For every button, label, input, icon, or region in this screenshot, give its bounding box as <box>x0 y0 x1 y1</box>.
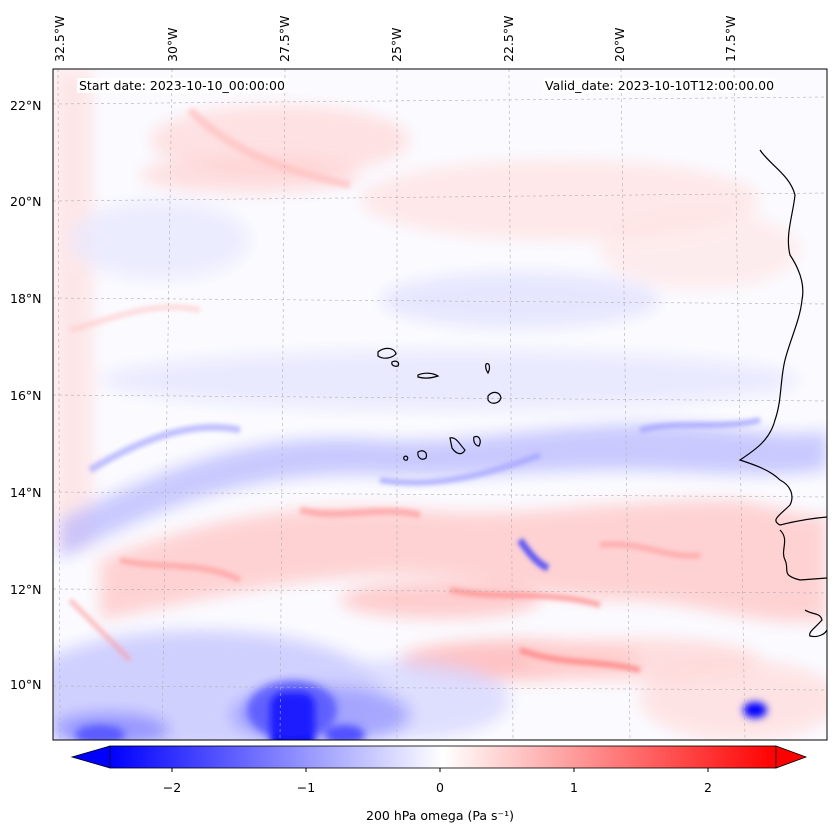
island-boa-vista <box>487 391 502 404</box>
colorbar-ticks <box>171 768 709 772</box>
lon-label: 22.5°W <box>501 15 516 62</box>
lat-label: 18°N <box>10 291 42 306</box>
coastline <box>377 149 827 638</box>
colorbar-extend-high <box>775 745 808 769</box>
lon-label: 17.5°W <box>723 15 738 62</box>
island-fogo <box>417 450 428 460</box>
colorbar-tick-label: −2 <box>162 780 182 795</box>
lon-label: 30°W <box>165 27 180 62</box>
omega-field <box>53 69 827 740</box>
colorbar-tick-label: −1 <box>296 780 316 795</box>
island-sao-nicolau <box>417 372 440 379</box>
colorbar-tick-label: 1 <box>570 780 578 795</box>
lat-label: 14°N <box>10 485 42 500</box>
africa-coast <box>738 149 827 638</box>
colorbar <box>70 745 808 772</box>
island-santiago <box>449 437 466 455</box>
lon-label: 20°W <box>612 27 627 62</box>
field-streaks <box>68 107 761 673</box>
colorbar-extend-low <box>70 745 111 769</box>
gridlines <box>53 69 827 740</box>
map-frame <box>52 68 828 741</box>
island-brava <box>403 455 409 461</box>
colorbar-label: 200 hPa omega (Pa s⁻¹) <box>366 808 514 823</box>
colorbar-tick-label: 2 <box>704 780 712 795</box>
lat-label: 20°N <box>10 194 42 209</box>
island-maio <box>473 435 481 447</box>
lat-label: 16°N <box>10 388 42 403</box>
island-sal <box>485 362 491 375</box>
island-sao-vicente <box>391 360 400 367</box>
island-santo-antao <box>377 347 397 359</box>
lon-label: 27.5°W <box>277 15 292 62</box>
lat-label: 10°N <box>10 677 42 692</box>
colorbar-tick-label: 0 <box>436 780 444 795</box>
lon-label: 25°W <box>389 27 404 62</box>
lon-label: 32.5°W <box>52 15 67 62</box>
lat-label: 12°N <box>10 582 42 597</box>
lat-label: 22°N <box>10 98 42 113</box>
strong-cells <box>75 680 767 740</box>
start-date-annotation: Start date: 2023-10-10_00:00:00 <box>77 78 287 93</box>
valid-date-annotation: Valid_date: 2023-10-10T12:00:00.00 <box>543 78 777 93</box>
colorbar-bar <box>109 745 777 769</box>
